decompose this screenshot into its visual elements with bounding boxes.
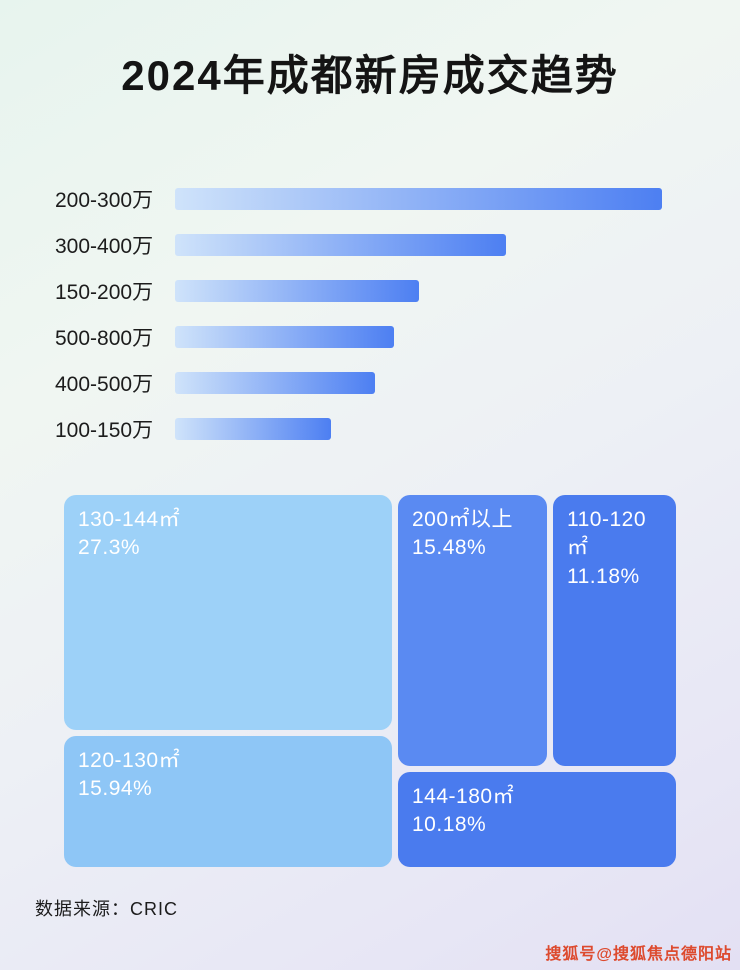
bar-label: 100-150万	[55, 419, 154, 442]
block-percent: 15.48%	[412, 536, 487, 560]
bar-row: 300-400万	[55, 222, 705, 268]
bar-track	[175, 234, 662, 256]
block-label: 120-130㎡	[78, 749, 181, 772]
bar-track	[175, 188, 662, 210]
bar-label: 400-500万	[55, 373, 154, 396]
bar-track	[175, 418, 662, 440]
bar-track	[175, 372, 662, 394]
watermark-text: 搜狐号@搜狐焦点德阳站	[545, 946, 732, 963]
bar	[175, 372, 375, 394]
bar-track	[175, 326, 662, 348]
data-source-text: 数据来源：CRIC	[35, 899, 178, 919]
treemap-block-144-180: 144-180㎡ 10.18%	[398, 772, 676, 867]
bar-label: 150-200万	[55, 281, 154, 304]
bar	[175, 326, 395, 348]
treemap-block-110-120: 110-120㎡ 11.18%	[553, 495, 676, 766]
treemap-block-130-144: 130-144㎡ 27.3%	[64, 495, 392, 730]
bar-row: 200-300万	[55, 176, 705, 222]
treemap-block-120-130: 120-130㎡ 15.94%	[64, 736, 392, 867]
bar-row: 500-800万	[55, 314, 705, 360]
block-label: 110-120㎡	[567, 508, 647, 560]
bar-label: 200-300万	[55, 189, 154, 212]
bar-label: 300-400万	[55, 235, 154, 258]
page-title: 2024年成都新房成交趋势	[121, 52, 619, 99]
bar	[175, 234, 507, 256]
block-label: 144-180㎡	[412, 785, 515, 808]
block-percent: 15.94%	[78, 777, 153, 801]
block-label: 200㎡以上	[412, 508, 514, 531]
block-label: 130-144㎡	[78, 508, 181, 531]
bar	[175, 418, 331, 440]
block-percent: 27.3%	[78, 536, 141, 560]
bar-track	[175, 280, 662, 302]
bar-row: 100-150万	[55, 406, 705, 452]
bar	[175, 188, 662, 210]
block-percent: 10.18%	[412, 813, 487, 837]
bar-row: 400-500万	[55, 360, 705, 406]
bar-row: 150-200万	[55, 268, 705, 314]
treemap-block-200-plus: 200㎡以上 15.48%	[398, 495, 547, 766]
block-percent: 11.18%	[567, 564, 640, 588]
price-range-bar-chart: 200-300万 300-400万 150-200万 500-800万 400-	[55, 176, 705, 452]
bar-label: 500-800万	[55, 327, 154, 350]
bar	[175, 280, 419, 302]
area-size-treemap: 130-144㎡ 27.3% 120-130㎡ 15.94% 200㎡以上 15…	[64, 495, 676, 867]
